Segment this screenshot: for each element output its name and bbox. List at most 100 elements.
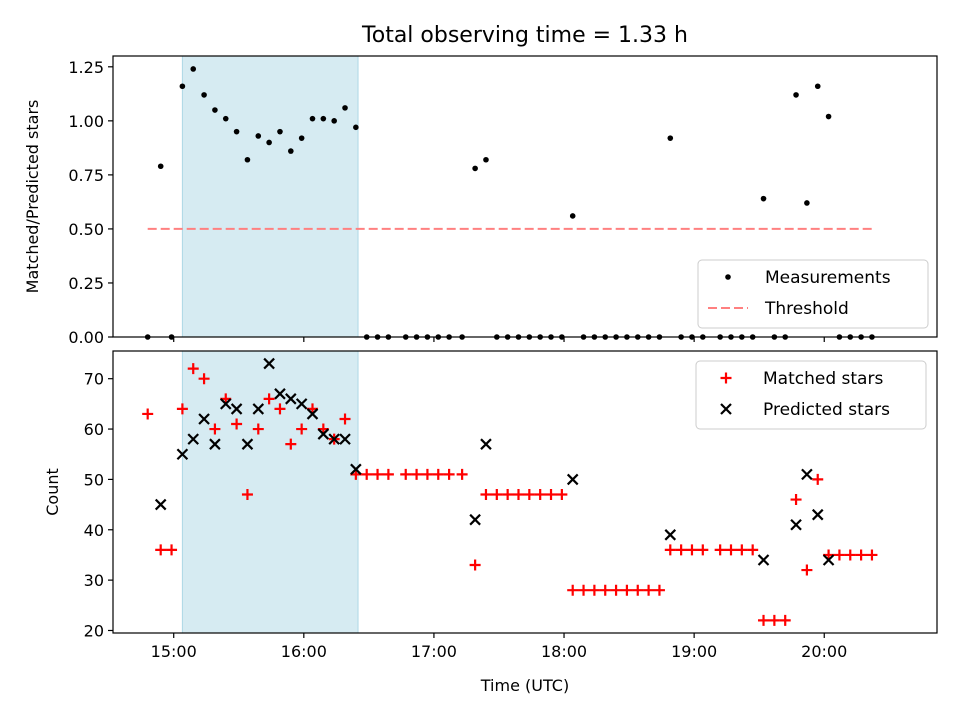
data-point bbox=[331, 118, 337, 124]
data-point bbox=[664, 544, 676, 556]
data-point bbox=[231, 418, 243, 430]
data-point bbox=[643, 584, 655, 596]
data-point bbox=[758, 614, 770, 626]
data-point bbox=[298, 135, 305, 141]
data-point bbox=[472, 165, 478, 172]
data-point bbox=[252, 423, 264, 435]
data-point bbox=[443, 468, 455, 480]
x-tick-label: 20:00 bbox=[801, 642, 847, 661]
data-point bbox=[361, 468, 373, 480]
data-point bbox=[241, 438, 254, 450]
data-point bbox=[320, 115, 327, 122]
data-point bbox=[296, 423, 308, 435]
legend-swatch bbox=[720, 372, 732, 384]
data-point bbox=[309, 115, 316, 122]
data-point bbox=[523, 489, 535, 501]
x-tick-label: 16:00 bbox=[281, 642, 327, 661]
data-point bbox=[697, 544, 709, 556]
data-point bbox=[154, 498, 167, 511]
series-measurements bbox=[144, 66, 875, 340]
data-point bbox=[833, 549, 845, 561]
data-point bbox=[469, 513, 481, 526]
data-point bbox=[714, 544, 726, 556]
data-point bbox=[288, 148, 294, 154]
data-point bbox=[621, 584, 633, 596]
data-point bbox=[382, 468, 394, 480]
data-point bbox=[277, 128, 283, 135]
data-point bbox=[804, 200, 810, 206]
data-point bbox=[263, 357, 275, 370]
axes-frame bbox=[112, 350, 938, 634]
data-point bbox=[244, 156, 251, 163]
data-point bbox=[157, 163, 164, 170]
data-point bbox=[855, 549, 867, 561]
y-tick-label: 40 bbox=[84, 521, 104, 540]
legend-label: Threshold bbox=[764, 299, 849, 319]
data-point bbox=[255, 133, 262, 139]
observing-span-shade bbox=[181, 55, 359, 338]
x-tick-label: 15:00 bbox=[151, 642, 197, 661]
y-axis-label: Count bbox=[43, 468, 62, 516]
data-point bbox=[801, 564, 813, 576]
data-point bbox=[653, 584, 665, 596]
data-point bbox=[142, 408, 154, 420]
data-point bbox=[222, 115, 229, 122]
legend-label: Measurements bbox=[765, 268, 891, 288]
chart-title: Total observing time = 1.33 h bbox=[361, 23, 688, 48]
data-point bbox=[372, 468, 384, 480]
data-point bbox=[456, 468, 468, 480]
y-tick-label: 1.25 bbox=[68, 58, 104, 77]
data-point bbox=[812, 473, 824, 485]
data-point bbox=[274, 403, 286, 415]
y-tick-label: 0.50 bbox=[68, 220, 104, 239]
data-point bbox=[166, 544, 178, 556]
y-tick-label: 20 bbox=[84, 621, 104, 640]
data-point bbox=[480, 438, 492, 450]
data-point bbox=[432, 468, 444, 480]
data-point bbox=[793, 92, 799, 98]
legend: Measurements Threshold bbox=[697, 259, 929, 329]
data-point bbox=[241, 489, 253, 501]
data-point bbox=[155, 544, 167, 556]
data-point bbox=[822, 554, 835, 566]
y-tick-label: 50 bbox=[84, 470, 104, 489]
data-point bbox=[342, 105, 348, 111]
series-predicted-stars bbox=[154, 357, 835, 566]
data-point bbox=[285, 393, 297, 405]
y-tick-label: 0.25 bbox=[68, 274, 104, 293]
data-point bbox=[790, 494, 802, 506]
y-tick-label: 1.00 bbox=[68, 112, 104, 131]
y-tick-label: 0.00 bbox=[68, 328, 104, 347]
data-point bbox=[317, 428, 330, 440]
legend-label: Predicted stars bbox=[763, 400, 890, 420]
data-point bbox=[252, 403, 265, 415]
bottom-panel: 15:00 16:00 17:00 18:00 19:00 20:00 20 30 40 50 60… bbox=[43, 350, 938, 695]
top-panel: 0.00 0.25 0.50 0.75 1.00 1.25 Matched/Predicte… bbox=[23, 55, 938, 347]
legend-box bbox=[697, 259, 929, 329]
y-tick-label: 60 bbox=[84, 420, 104, 439]
data-point bbox=[209, 423, 221, 435]
data-point bbox=[285, 438, 297, 450]
data-point bbox=[230, 403, 243, 415]
data-point bbox=[569, 213, 576, 219]
data-point bbox=[814, 83, 821, 90]
data-point bbox=[736, 544, 748, 556]
data-point bbox=[599, 584, 611, 596]
data-point bbox=[779, 614, 791, 626]
y-tick-label: 70 bbox=[84, 370, 104, 389]
data-point bbox=[263, 393, 275, 405]
data-point bbox=[567, 584, 579, 596]
data-point bbox=[545, 489, 557, 501]
data-point bbox=[578, 584, 590, 596]
data-point bbox=[480, 489, 492, 501]
legend: Matched stars Predicted stars bbox=[695, 360, 927, 430]
data-point bbox=[725, 544, 737, 556]
x-axis-label: Time (UTC) bbox=[480, 676, 569, 695]
data-point bbox=[483, 156, 489, 163]
legend-swatch bbox=[725, 274, 731, 280]
data-point bbox=[411, 468, 423, 480]
data-point bbox=[212, 107, 218, 113]
data-point bbox=[400, 468, 412, 480]
data-point bbox=[201, 92, 207, 98]
data-point bbox=[233, 128, 240, 135]
